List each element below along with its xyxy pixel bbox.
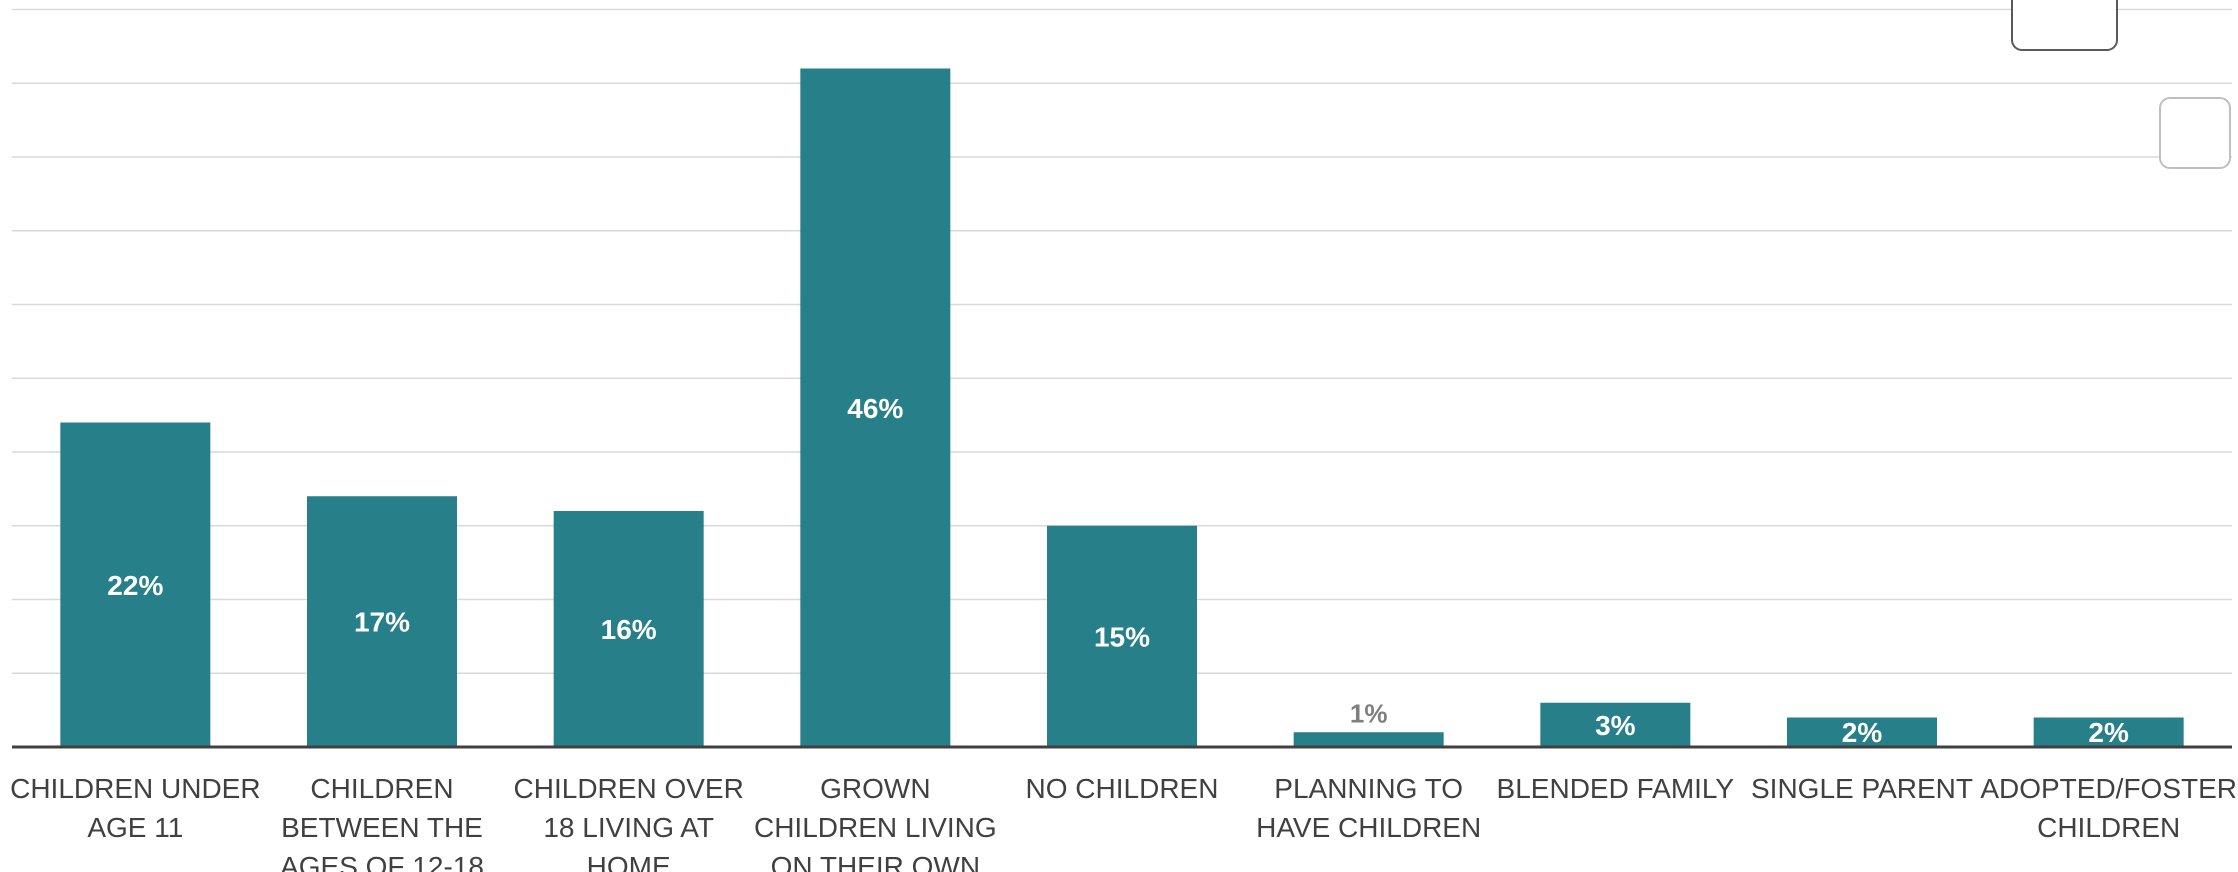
category-label-line: BLENDED FAMILY (1497, 773, 1735, 804)
category-label-line: 18 LIVING AT (543, 812, 714, 843)
category-label: NO CHILDREN (1026, 773, 1219, 804)
category-label: CHILDREN BETWEEN THE AGES OF 12-18 (280, 773, 484, 872)
category-label-line: GROWN (820, 773, 930, 804)
category-label-line: CHILDREN (2037, 812, 2180, 843)
bar-value-label: 2% (2088, 717, 2129, 748)
bar-value-label: 46% (847, 393, 903, 424)
category-label-line: AGES OF 12-18 (280, 851, 484, 872)
bar[interactable] (2033, 717, 2184, 748)
bar-value-label: 1% (1350, 698, 1388, 728)
category-label-line: CHILDREN OVER (514, 773, 744, 804)
bar-value-label: 15% (1094, 621, 1150, 652)
category-label-line: CHILDREN LIVING (754, 812, 997, 843)
category-label: BLENDED FAMILY (1497, 773, 1735, 804)
bar-value-label: 22% (107, 570, 163, 601)
category-label: CHILDREN OVER 18 LIVING AT HOME (514, 773, 744, 872)
category-label: SINGLE PARENT (1751, 773, 1973, 804)
bar-value-label: 2% (1842, 717, 1883, 748)
chart-element-box-secondary[interactable] (2159, 97, 2231, 169)
bar[interactable] (307, 496, 457, 747)
category-label-line: NO CHILDREN (1026, 773, 1219, 804)
category-label: GROWN CHILDREN LIVING ON THEIR OWN (754, 773, 997, 872)
bar-value-label: 3% (1595, 710, 1636, 741)
category-label-line: CHILDREN (310, 773, 453, 804)
bar-value-label: 17% (354, 607, 410, 638)
category-label: PLANNING TO HAVE CHILDREN (1256, 773, 1481, 843)
bar[interactable] (1293, 732, 1444, 747)
chart-element-box[interactable] (2011, 0, 2118, 51)
category-label-line: AGE 11 (87, 812, 183, 843)
category-label-line: ON THEIR OWN (771, 851, 980, 872)
category-label-line: HAVE CHILDREN (1256, 812, 1481, 843)
bars: 22% 17% 16% 46% 15% 1% 3% 2% 2% (60, 68, 2184, 748)
category-label-line: CHILDREN UNDER (10, 773, 260, 804)
bar[interactable] (1047, 525, 1197, 747)
category-label: ADOPTED/FOSTER CHILDREN (1980, 773, 2237, 843)
bar-value-label: 16% (601, 614, 657, 645)
bar[interactable] (60, 422, 211, 748)
category-label-line: HOME (587, 851, 671, 872)
category-label-line: ADOPTED/FOSTER (1980, 773, 2237, 804)
category-label-line: PLANNING TO (1274, 773, 1463, 804)
category-labels: CHILDREN UNDER AGE 11 CHILDREN BETWEEN THE A… (10, 773, 2237, 872)
category-label-line: SINGLE PARENT (1751, 773, 1973, 804)
bar[interactable] (553, 511, 704, 747)
category-label: CHILDREN UNDER AGE 11 (10, 773, 260, 843)
bar[interactable] (1787, 717, 1937, 748)
category-label-line: BETWEEN THE (281, 812, 483, 843)
bar[interactable] (800, 68, 951, 748)
bar[interactable] (1540, 702, 1691, 747)
